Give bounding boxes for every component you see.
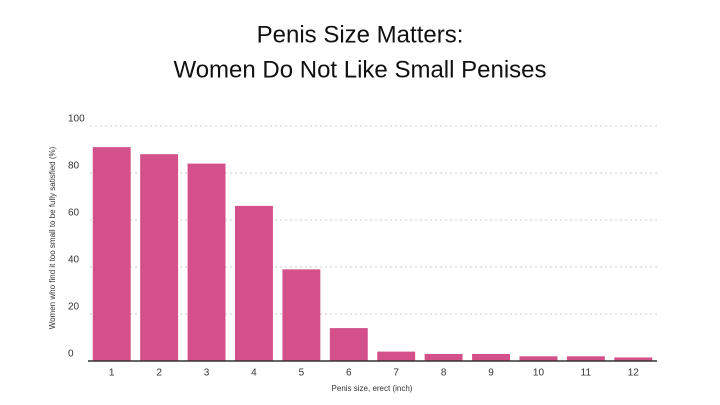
x-tick-label: 1	[109, 368, 115, 379]
y-tick-label: 100	[68, 114, 85, 125]
bar	[472, 353, 511, 361]
bar	[282, 269, 321, 361]
chart-title: Women Do Not Like Small Penises	[173, 56, 546, 83]
x-tick-label: 9	[488, 368, 494, 379]
x-tick-label: 11	[581, 368, 592, 379]
y-tick-label: 20	[68, 302, 80, 313]
bar	[92, 147, 131, 361]
x-tick-label: 8	[441, 368, 447, 379]
x-tick-label: 3	[204, 368, 210, 379]
y-tick-label: 80	[68, 161, 80, 172]
bar	[614, 357, 653, 361]
y-tick-label: 0	[68, 349, 74, 360]
bar	[187, 163, 226, 361]
x-tick-label: 12	[628, 368, 640, 379]
bar	[566, 356, 605, 361]
x-tick-label: 5	[299, 368, 305, 379]
x-tick-label: 2	[156, 368, 162, 379]
x-tick-label: 4	[251, 368, 257, 379]
chart-title: Penis Size Matters:	[257, 21, 464, 48]
x-tick-label: 10	[533, 368, 545, 379]
bar	[424, 353, 463, 361]
x-axis-label: Penis size, erect (inch)	[332, 384, 413, 393]
x-tick-label: 7	[393, 368, 399, 379]
bar	[329, 328, 368, 361]
bar	[140, 154, 179, 361]
bar	[377, 351, 416, 361]
bar	[234, 205, 273, 361]
y-axis-label: Women who find it too small to be fully …	[48, 146, 57, 329]
y-tick-label: 60	[68, 208, 80, 219]
bar	[519, 356, 558, 361]
x-tick-label: 6	[346, 368, 352, 379]
y-tick-label: 40	[68, 255, 80, 266]
